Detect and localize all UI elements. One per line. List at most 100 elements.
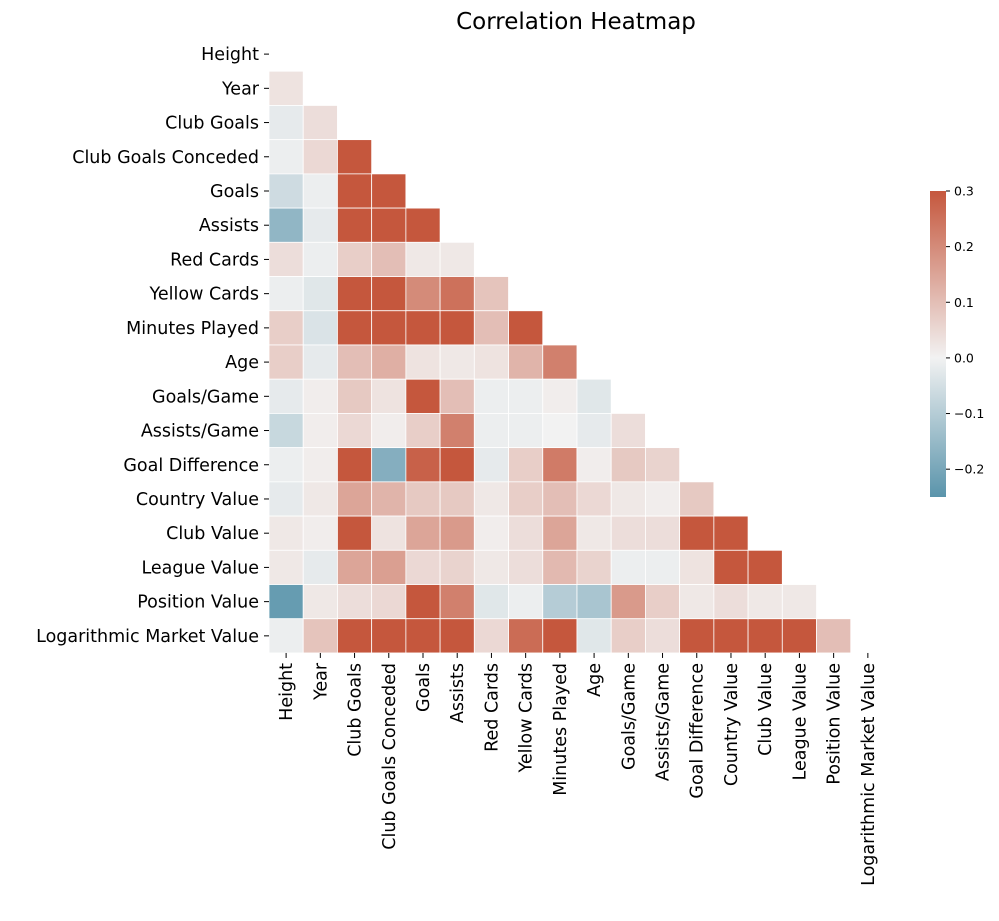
heatmap-cell: [337, 515, 373, 551]
y-tick-label: Club Value: [166, 524, 259, 544]
heatmap-cell: [508, 481, 544, 517]
heatmap-cell: [302, 105, 338, 141]
x-tick-label: Position Value: [825, 663, 845, 785]
heatmap-cell: [542, 344, 578, 380]
heatmap-cell: [542, 447, 578, 483]
heatmap-cell: [268, 378, 304, 414]
heatmap-cell: [713, 584, 749, 620]
heatmap-cell: [405, 344, 441, 380]
heatmap-cell: [405, 207, 441, 243]
heatmap-cell: [747, 584, 783, 620]
heatmap-cell: [473, 481, 509, 517]
x-tick-label: Club Goals Conceded: [380, 663, 400, 850]
x-tick-label: Assists/Game: [654, 663, 674, 781]
heatmap-cell: [610, 584, 646, 620]
heatmap-cell: [439, 447, 475, 483]
heatmap-cell: [542, 618, 578, 654]
heatmap-cell: [302, 481, 338, 517]
heatmap-cell: [542, 481, 578, 517]
heatmap-cell: [610, 515, 646, 551]
heatmap-cell: [576, 515, 612, 551]
heatmap-cell: [302, 584, 338, 620]
y-tick-label: Position Value: [137, 593, 259, 613]
heatmap-cell: [508, 549, 544, 585]
heatmap-cell: [405, 447, 441, 483]
heatmap-cell: [371, 481, 407, 517]
y-tick-label: Height: [201, 45, 259, 65]
colorbar-tick-label: −0.2: [954, 462, 984, 477]
heatmap-cell: [576, 447, 612, 483]
heatmap-cell: [713, 515, 749, 551]
heatmap-cell: [645, 584, 681, 620]
heatmap-cell: [439, 310, 475, 346]
heatmap-cell: [302, 549, 338, 585]
heatmap-cell: [337, 481, 373, 517]
heatmap-cell: [337, 207, 373, 243]
heatmap-cell: [405, 413, 441, 449]
heatmap-cell: [576, 549, 612, 585]
heatmap-cell: [371, 310, 407, 346]
y-axis-ticks: Height Year Club Goals Club Goals Conceded G…: [36, 45, 269, 647]
heatmap-cell: [679, 584, 715, 620]
heatmap-cell: [508, 584, 544, 620]
y-tick-label: Red Cards: [170, 250, 259, 270]
heatmap-cell: [302, 139, 338, 175]
heatmap-cell: [542, 584, 578, 620]
heatmap-cell: [439, 549, 475, 585]
heatmap-cell: [405, 310, 441, 346]
heatmap-cell: [371, 207, 407, 243]
heatmap-cell: [473, 584, 509, 620]
heatmap-cell: [508, 378, 544, 414]
heatmap-cell: [439, 344, 475, 380]
chart-title: Correlation Heatmap: [456, 9, 696, 35]
heatmap-cell: [302, 241, 338, 277]
heatmap-cell: [610, 413, 646, 449]
heatmap-cell: [302, 413, 338, 449]
colorbar-tick-label: 0.3: [954, 184, 974, 199]
heatmap-cell: [268, 276, 304, 312]
heatmap-cell: [302, 447, 338, 483]
heatmap-cell: [473, 378, 509, 414]
y-tick-label: Country Value: [136, 490, 259, 510]
heatmap-cell: [439, 378, 475, 414]
heatmap-cell: [337, 241, 373, 277]
y-tick-label: League Value: [141, 558, 259, 578]
y-tick-label: Minutes Played: [126, 319, 259, 339]
colorbar: 0.3 0.2 0.1 0.0 −0.1 −0.2: [930, 184, 984, 497]
colorbar-tick-label: 0.0: [954, 350, 974, 365]
x-tick-label: Year: [311, 662, 331, 701]
y-tick-label: Club Goals: [165, 114, 259, 134]
heatmap-cell: [473, 618, 509, 654]
heatmap-cell: [337, 413, 373, 449]
heatmap-cell: [268, 344, 304, 380]
colorbar-tick-label: 0.2: [954, 239, 974, 254]
y-tick-label: Assists: [199, 216, 259, 236]
heatmap-cell: [268, 105, 304, 141]
heatmap-cell: [610, 447, 646, 483]
heatmap-cell: [405, 515, 441, 551]
x-tick-label: Yellow Cards: [517, 663, 537, 774]
y-tick-label: Club Goals Conceded: [72, 148, 259, 168]
heatmap-cell: [268, 481, 304, 517]
heatmap-cell: [542, 515, 578, 551]
heatmap-cell: [371, 618, 407, 654]
heatmap-cell: [576, 413, 612, 449]
heatmap-cell: [439, 618, 475, 654]
heatmap-cell: [268, 139, 304, 175]
heatmap-cell: [610, 481, 646, 517]
y-tick-label: Goals/Game: [152, 387, 259, 407]
colorbar-tick-label: 0.1: [954, 295, 974, 310]
heatmap-cell: [302, 173, 338, 209]
heatmap-cell: [508, 413, 544, 449]
heatmap-cell: [576, 618, 612, 654]
x-tick-label: Country Value: [722, 663, 742, 786]
heatmap-cell: [439, 276, 475, 312]
heatmap-cell: [268, 447, 304, 483]
heatmap-cell: [508, 515, 544, 551]
heatmap-cell: [610, 618, 646, 654]
x-tick-label: League Value: [790, 663, 810, 781]
y-tick-label: Assists/Game: [141, 422, 259, 442]
heatmap-cell: [337, 310, 373, 346]
heatmap-cell: [473, 515, 509, 551]
heatmap-cell: [679, 481, 715, 517]
